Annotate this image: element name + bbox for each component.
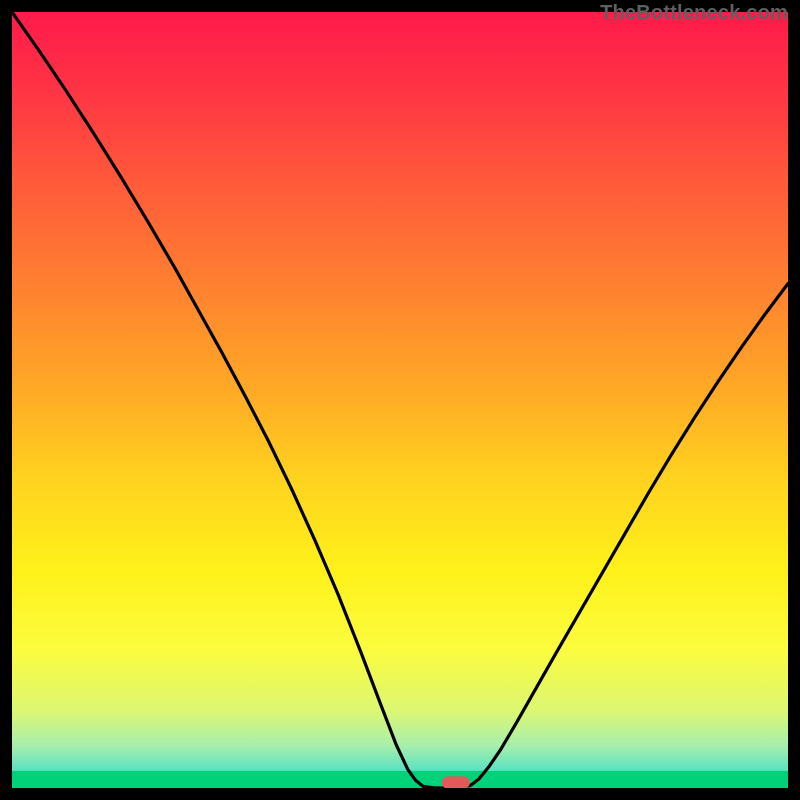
- optimal-marker: [442, 776, 470, 788]
- plot-area: [12, 12, 788, 788]
- chart-background: [12, 12, 788, 788]
- bottleneck-chart: [12, 12, 788, 788]
- bottom-green-band: [12, 771, 788, 788]
- attribution-text: TheBottleneck.com: [600, 2, 788, 25]
